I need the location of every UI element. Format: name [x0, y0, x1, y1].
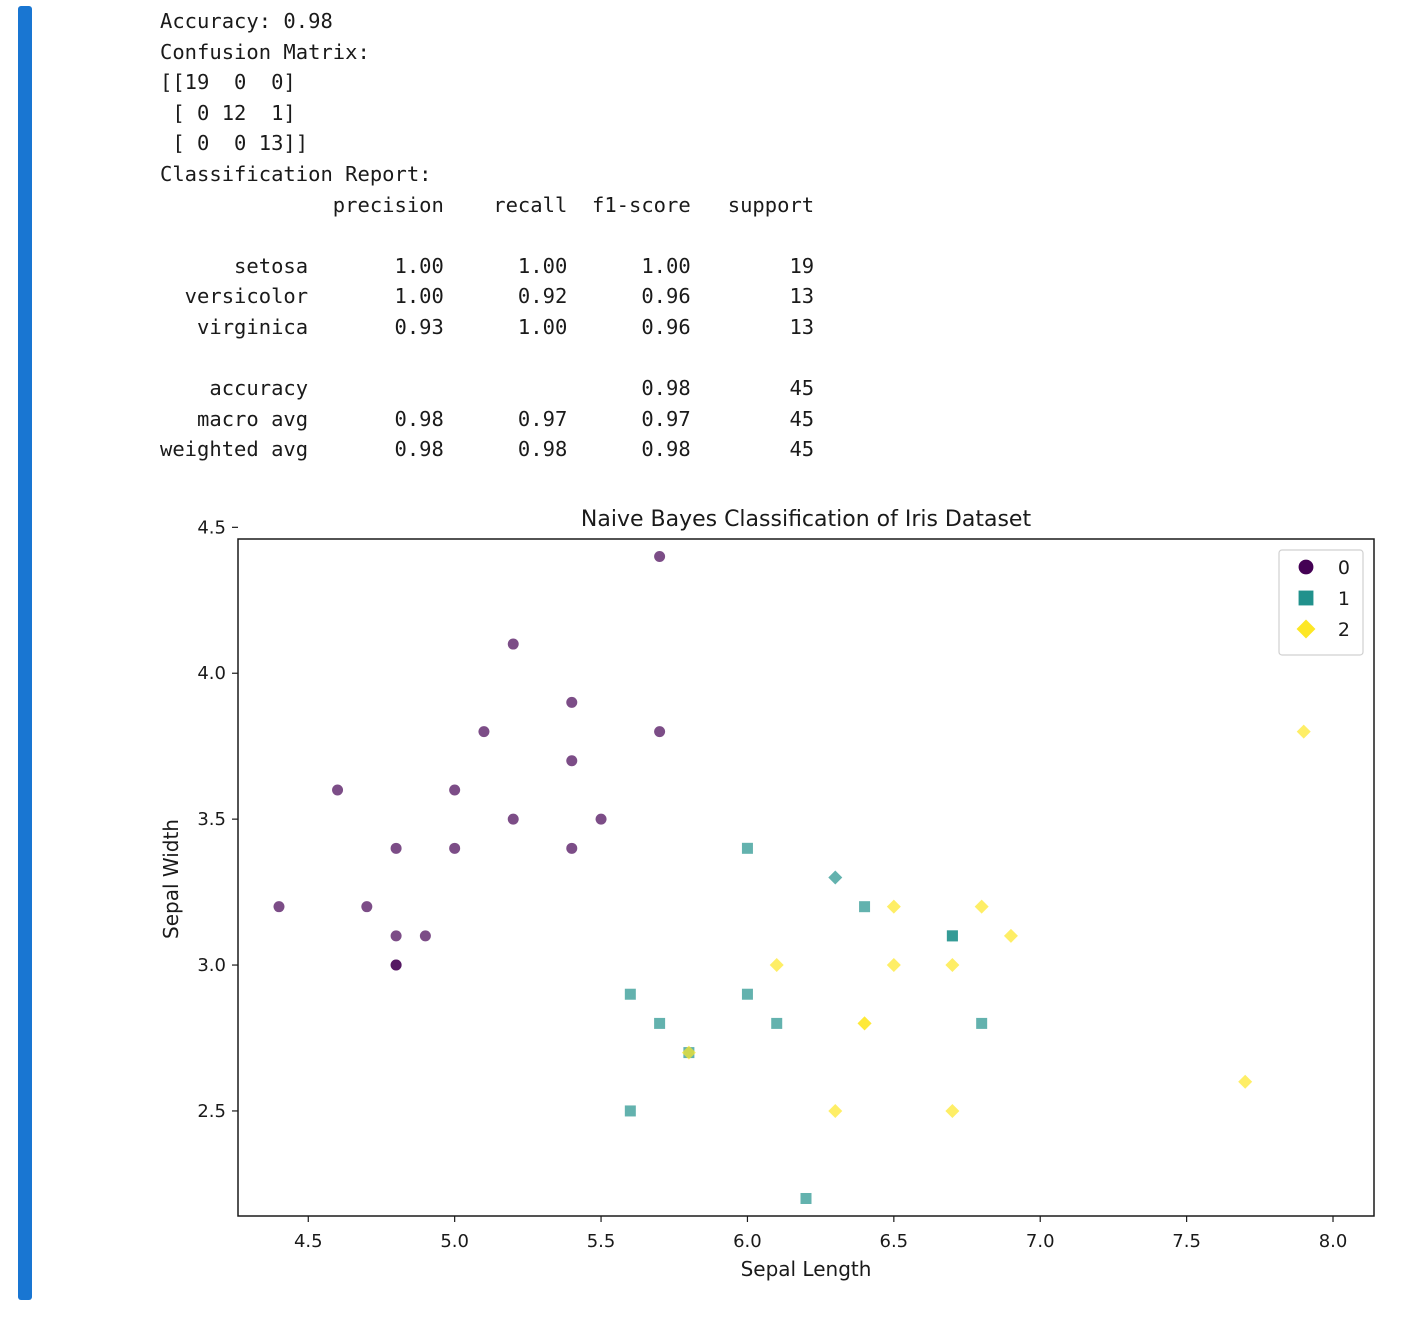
scatter-point — [390, 842, 402, 854]
x-tick-label: 8.0 — [1319, 1231, 1348, 1252]
scatter-point — [449, 784, 461, 796]
scatter-point — [741, 842, 753, 854]
scatter-point — [361, 901, 373, 913]
scatter-point — [654, 551, 666, 563]
scatter-point — [566, 842, 578, 854]
output-line: [ 0 0 13]] — [160, 131, 309, 156]
scatter-point — [566, 755, 578, 767]
output-line: Confusion Matrix: — [160, 39, 370, 64]
output-line: virginica 0.93 1.00 0.96 13 — [160, 314, 815, 339]
scatter-point — [273, 901, 285, 913]
output-line: accuracy 0.98 45 — [160, 376, 815, 401]
scatter-point — [828, 1103, 843, 1118]
scatter-point — [595, 813, 607, 825]
chart-legend: 0 1 2 — [1278, 549, 1364, 656]
scatter-point — [945, 1103, 960, 1118]
x-tick-label: 5.0 — [440, 1231, 469, 1252]
scatter-point — [507, 813, 519, 825]
x-tick-label: 6.5 — [880, 1231, 909, 1252]
y-tick-label: 2.5 — [197, 1101, 226, 1122]
scatter-point — [624, 988, 636, 1000]
output-line: weighted avg 0.98 0.98 0.98 45 — [160, 437, 815, 462]
scatter-point — [945, 958, 960, 973]
scatter-point — [478, 726, 490, 738]
y-tick-label: 4.0 — [197, 663, 226, 684]
legend-label: 1 — [1338, 588, 1350, 610]
scatter-point — [769, 958, 784, 973]
scatter-point — [886, 958, 901, 973]
legend-marker — [1298, 590, 1314, 606]
scatter-point — [566, 696, 578, 708]
output-line — [160, 343, 814, 374]
scatter-point — [828, 870, 843, 885]
scatter-point — [507, 638, 519, 650]
scatter-point — [681, 1045, 696, 1060]
output-line: precision recall f1-score support — [160, 192, 815, 217]
legend-box — [1278, 549, 1364, 656]
scatter-chart: Naive Bayes Classification of Iris Datas… — [159, 507, 1375, 1281]
chart-title: Naive Bayes Classification of Iris Datas… — [581, 507, 1032, 532]
x-tick-label: 5.5 — [587, 1231, 616, 1252]
scatter-point — [1238, 1074, 1253, 1089]
scatter-point — [419, 930, 431, 942]
output-line: setosa 1.00 1.00 1.00 19 — [160, 253, 815, 278]
scatter-point — [332, 784, 344, 796]
cell-indicator-bar — [18, 6, 32, 1300]
output-line: [ 0 12 1] — [160, 100, 296, 125]
scatter-point — [624, 1105, 636, 1117]
scatter-point — [771, 1017, 783, 1029]
scatter-point — [946, 930, 958, 942]
x-axis-label: Sepal Length — [741, 1257, 872, 1281]
y-tick-label: 4.5 — [197, 517, 226, 538]
x-tick-label: 6.0 — [733, 1231, 762, 1252]
scatter-point — [1296, 724, 1311, 739]
y-tick-label: 3.0 — [197, 955, 226, 976]
output-line: macro avg 0.98 0.97 0.97 45 — [160, 406, 815, 431]
scatter-point — [974, 899, 989, 914]
x-tick-label: 4.5 — [294, 1231, 323, 1252]
y-axis-label: Sepal Width — [159, 819, 183, 939]
scatter-point — [886, 899, 901, 914]
y-tick-label: 3.5 — [197, 809, 226, 830]
scatter-point — [800, 1192, 812, 1204]
output-line: versicolor 1.00 0.92 0.96 13 — [160, 284, 815, 309]
scatter-point — [859, 901, 871, 913]
legend-label: 0 — [1338, 557, 1350, 579]
scatter-point — [390, 959, 402, 971]
output-line: Accuracy: 0.98 — [160, 9, 333, 33]
scatter-point — [654, 1017, 666, 1029]
legend-label: 2 — [1338, 619, 1350, 641]
scatter-point — [1003, 928, 1018, 943]
x-tick-label: 7.5 — [1172, 1231, 1201, 1252]
output-line — [160, 220, 814, 251]
legend-marker — [1298, 559, 1314, 575]
legend-marker — [1296, 619, 1316, 639]
scatter-point — [654, 726, 666, 738]
scatter-point — [741, 988, 753, 1000]
scatter-point — [449, 842, 461, 854]
plot-frame — [237, 538, 1375, 1217]
scatter-point — [390, 930, 402, 942]
scatter-point — [857, 1016, 872, 1031]
scatter-point — [976, 1017, 988, 1029]
output-line: [[19 0 0] — [160, 70, 296, 95]
cell-bottom-corner — [0, 1316, 1405, 1329]
output-line: Classification Report: — [160, 161, 432, 186]
x-tick-label: 7.0 — [1026, 1231, 1055, 1252]
cell-output-text: Accuracy: 0.98 Confusion Matrix: [[19 0 0]… — [160, 6, 814, 465]
